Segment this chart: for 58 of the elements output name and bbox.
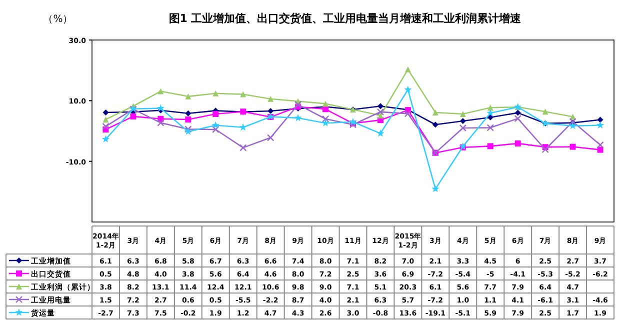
point xyxy=(514,140,521,146)
point xyxy=(432,184,440,192)
point xyxy=(157,119,164,126)
point xyxy=(404,110,412,118)
point xyxy=(130,113,136,120)
point xyxy=(266,134,274,142)
point xyxy=(570,144,576,150)
point xyxy=(404,86,412,93)
point xyxy=(185,116,192,122)
point xyxy=(596,121,604,128)
point xyxy=(542,146,549,154)
point xyxy=(212,126,220,134)
point xyxy=(240,144,247,152)
point xyxy=(349,118,357,126)
point xyxy=(102,135,110,142)
point xyxy=(294,114,302,122)
point xyxy=(568,122,577,130)
point xyxy=(459,124,466,132)
point xyxy=(597,116,604,123)
point xyxy=(185,93,192,100)
point xyxy=(240,91,246,98)
point xyxy=(322,106,329,112)
point xyxy=(212,111,219,118)
point xyxy=(377,112,384,119)
point xyxy=(268,108,274,114)
point xyxy=(102,116,109,122)
point xyxy=(376,129,384,137)
point xyxy=(294,101,302,108)
point xyxy=(460,118,466,124)
point xyxy=(212,90,219,96)
point xyxy=(322,119,330,126)
point xyxy=(377,103,384,110)
point xyxy=(514,114,522,122)
point xyxy=(542,108,548,115)
chart-title: 图1 工业增加值、出口交货值、工业用电量当月增速和工业利润累计增速 xyxy=(168,12,522,25)
point xyxy=(597,146,604,153)
y-axis-title: （%） xyxy=(43,14,73,25)
point xyxy=(102,122,110,130)
point xyxy=(487,143,494,150)
point xyxy=(268,96,274,102)
point xyxy=(487,114,494,120)
point xyxy=(322,100,329,107)
point xyxy=(156,104,164,112)
point xyxy=(239,123,247,131)
point xyxy=(102,109,109,116)
point xyxy=(486,109,494,116)
point xyxy=(376,108,384,116)
point xyxy=(404,66,411,72)
point xyxy=(432,122,438,128)
point xyxy=(596,141,604,149)
point xyxy=(158,88,164,94)
point xyxy=(322,115,330,122)
point xyxy=(486,124,494,132)
point xyxy=(185,110,192,116)
point xyxy=(432,109,438,116)
point xyxy=(514,110,521,116)
point xyxy=(212,121,220,128)
point xyxy=(460,111,466,118)
